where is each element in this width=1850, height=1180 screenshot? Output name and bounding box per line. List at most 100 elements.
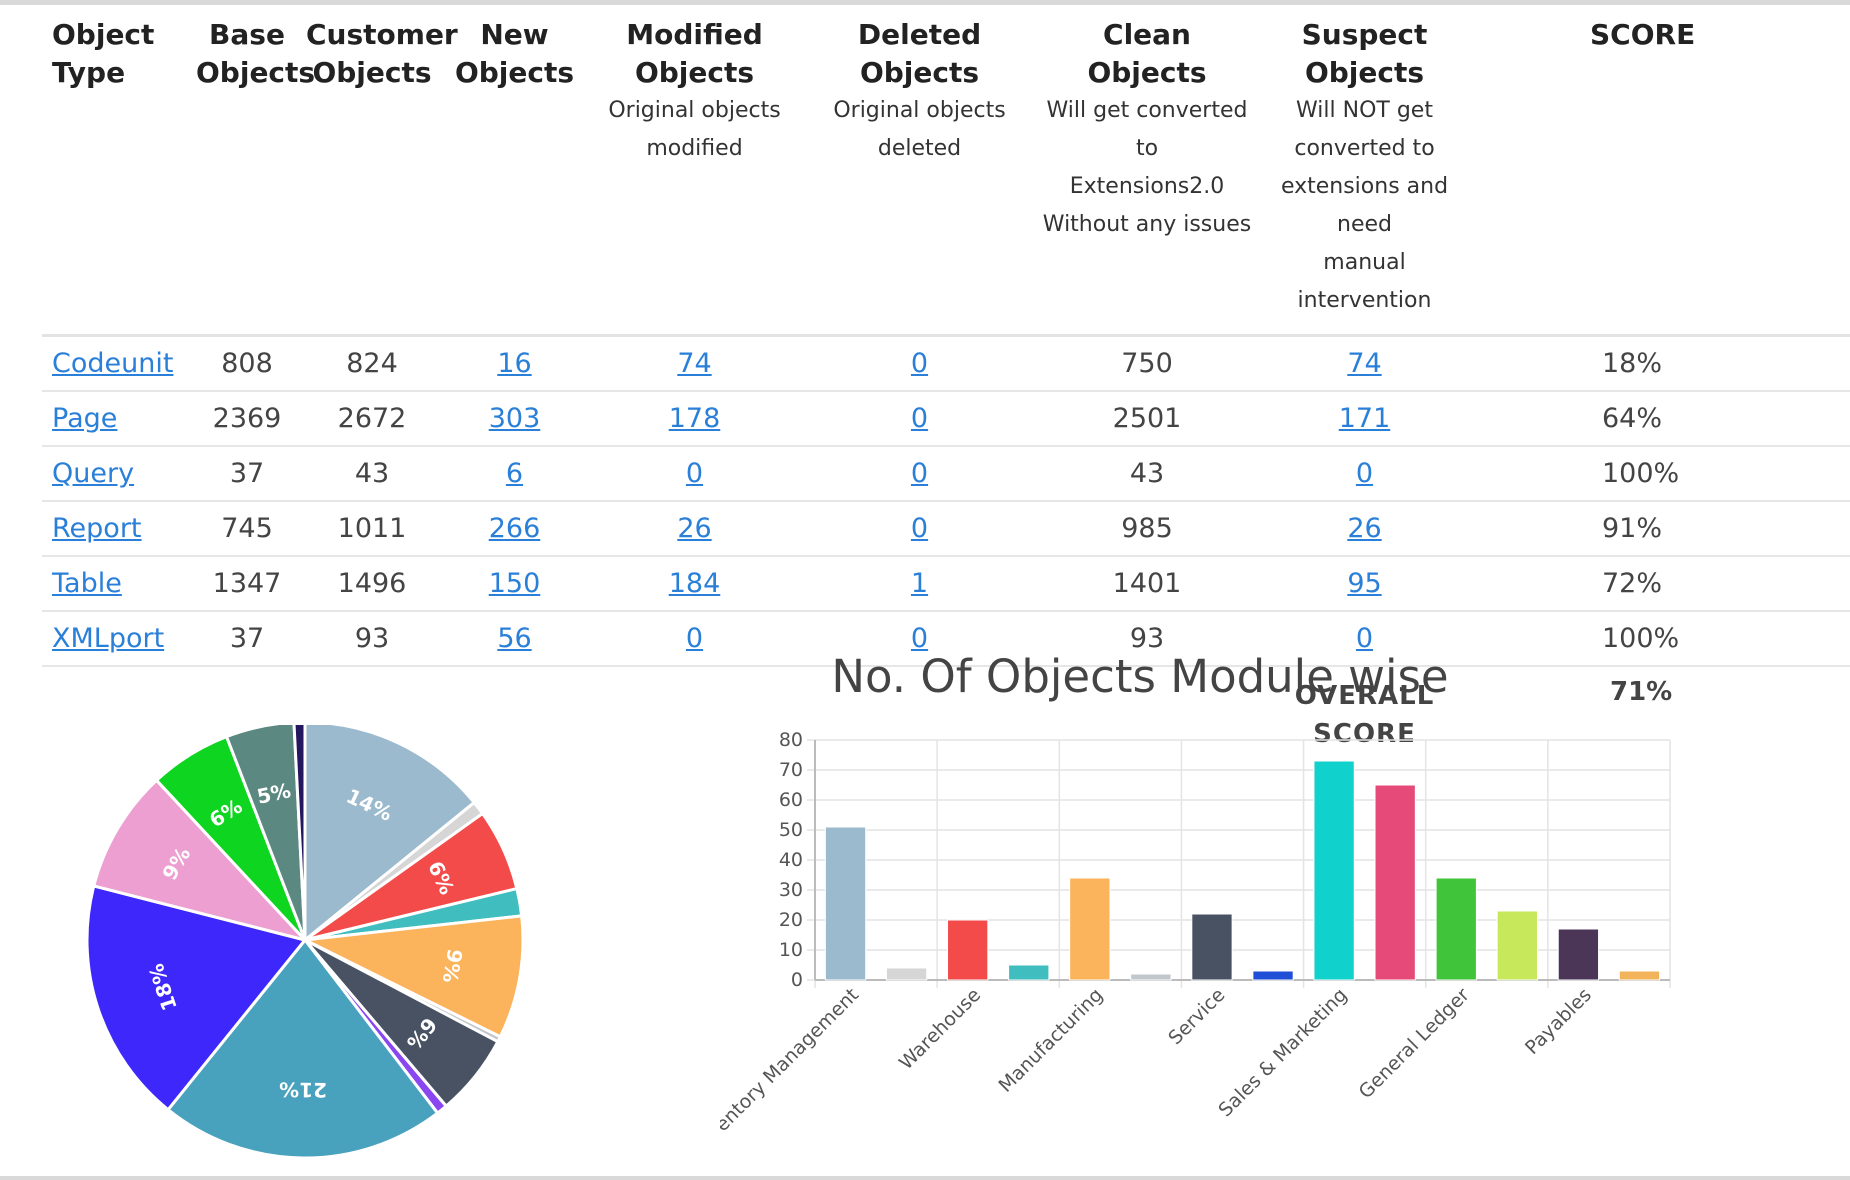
- header-object-type: Object Type: [42, 8, 192, 337]
- bar: [1252, 970, 1294, 981]
- cell-deleted: 0: [802, 446, 1037, 502]
- cell-suspect: 0: [1257, 611, 1472, 667]
- suspect-count-link[interactable]: 0: [1355, 623, 1374, 654]
- header-clean-objects: Clean Objects Will get converted to Exte…: [1037, 8, 1257, 337]
- overall-score-row: OVERALL SCORE 71%: [42, 666, 1850, 753]
- header-new-objects: New Objects: [442, 8, 587, 337]
- suspect-count-link[interactable]: 74: [1347, 348, 1382, 379]
- cell-type: Report: [42, 501, 192, 557]
- header-score: SCORE: [1472, 8, 1850, 337]
- objects-table: Object Type Base Objects Customer Object…: [42, 8, 1850, 753]
- object-type-link[interactable]: Page: [52, 403, 118, 434]
- suspect-count-link[interactable]: 0: [1355, 458, 1374, 489]
- y-tick-label: 50: [779, 819, 803, 841]
- bar: [1313, 760, 1355, 981]
- cell-base: 1347: [192, 556, 302, 612]
- object-type-link[interactable]: XMLport: [52, 623, 165, 654]
- cell-type: Codeunit: [42, 335, 192, 392]
- header-subtitle: Will get converted to: [1046, 98, 1248, 161]
- deleted-count-link[interactable]: 0: [910, 513, 929, 544]
- bottom-border: [0, 1176, 1850, 1180]
- cell-base: 37: [192, 446, 302, 502]
- new-count-link[interactable]: 16: [497, 348, 532, 379]
- header-customer-objects: Customer Objects: [302, 8, 458, 337]
- suspect-count-link[interactable]: 26: [1347, 513, 1382, 544]
- x-category-label: Inventory Management: [720, 984, 863, 1157]
- modified-count-link[interactable]: 0: [685, 458, 704, 489]
- cell-score: 100%: [1472, 446, 1850, 502]
- pie-slice: [292, 725, 307, 941]
- cell-base: 808: [192, 335, 302, 392]
- modified-count-link[interactable]: 0: [685, 623, 704, 654]
- x-category-label: Payables: [1521, 984, 1596, 1059]
- cell-score: 72%: [1472, 556, 1850, 612]
- deleted-count-link[interactable]: 0: [910, 348, 929, 379]
- table-row: XMLport 37 93 56 0 0 93 0 100%: [42, 611, 1850, 667]
- deleted-count-link[interactable]: 0: [910, 458, 929, 489]
- y-tick-label: 60: [779, 789, 803, 811]
- cell-clean: 43: [1037, 446, 1257, 502]
- modified-count-link[interactable]: 178: [668, 403, 721, 434]
- cell-score: 100%: [1472, 611, 1850, 667]
- new-count-link[interactable]: 266: [488, 513, 541, 544]
- cell-score: 18%: [1472, 335, 1850, 392]
- cell-type: Query: [42, 446, 192, 502]
- header-subtitle: deleted: [877, 136, 962, 161]
- deleted-count-link[interactable]: 1: [910, 568, 929, 599]
- new-count-link[interactable]: 303: [488, 403, 541, 434]
- deleted-count-link[interactable]: 0: [910, 623, 929, 654]
- bar-chart: 0 10 20 30 40 50 60 70 80 Inventory Management War…: [691, 720, 1680, 1164]
- header-subtitle: extensions and need: [1280, 174, 1449, 237]
- x-category-label: Sales & Marketing: [1214, 984, 1351, 1121]
- cell-deleted: 0: [802, 335, 1037, 392]
- modified-count-link[interactable]: 184: [668, 568, 721, 599]
- new-count-link[interactable]: 6: [505, 458, 524, 489]
- overall-label-line: OVERALL: [1294, 681, 1435, 711]
- cell-base: 745: [192, 501, 302, 557]
- y-tick-label: 40: [779, 849, 803, 871]
- cell-modified: 184: [587, 556, 802, 612]
- header-base-objects: Base Objects: [192, 8, 315, 337]
- object-type-link[interactable]: Query: [52, 458, 135, 489]
- cell-customer: 2672: [302, 391, 442, 447]
- object-type-link[interactable]: Codeunit: [52, 348, 174, 379]
- cell-clean: 750: [1037, 335, 1257, 392]
- suspect-count-link[interactable]: 171: [1338, 403, 1391, 434]
- cell-new: 303: [442, 391, 587, 447]
- deleted-count-link[interactable]: 0: [910, 403, 929, 434]
- x-category-label: Manufacturing: [995, 984, 1108, 1097]
- cell-suspect: 95: [1257, 556, 1472, 612]
- header-subtitle: Original objects: [608, 98, 781, 123]
- table-body: Codeunit 808 824 16 74 0 750 74 18% Page 2369 2672 3…: [42, 335, 1850, 754]
- pie-slice-label: 9%: [438, 947, 468, 985]
- cell-suspect: 171: [1257, 391, 1472, 447]
- cell-base: 37: [192, 611, 302, 667]
- cell-customer: 1011: [302, 501, 442, 557]
- cell-deleted: 0: [802, 391, 1037, 447]
- header-subtitle: Without any issues: [1042, 212, 1252, 237]
- cell-new: 56: [442, 611, 587, 667]
- pie-slice: [165, 937, 440, 1160]
- cell-modified: 0: [587, 611, 802, 667]
- modified-count-link[interactable]: 74: [677, 348, 712, 379]
- object-type-link[interactable]: Report: [52, 513, 142, 544]
- bar: [1435, 877, 1477, 981]
- cell-deleted: 1: [802, 556, 1037, 612]
- modified-count-link[interactable]: 26: [677, 513, 712, 544]
- table-row: Page 2369 2672 303 178 0 2501 171 64%: [42, 391, 1850, 447]
- object-type-link[interactable]: Table: [52, 568, 122, 599]
- suspect-count-link[interactable]: 95: [1347, 568, 1382, 599]
- cell-clean: 2501: [1037, 391, 1257, 447]
- cell-type: Page: [42, 391, 192, 447]
- pie-slice: [91, 778, 310, 943]
- new-count-link[interactable]: 56: [497, 623, 532, 654]
- bar-chart-title: No. Of Objects Module wise: [831, 650, 1449, 703]
- cell-clean: 985: [1037, 501, 1257, 557]
- bar: [1618, 970, 1661, 981]
- bar: [1069, 877, 1111, 981]
- cell-clean: 93: [1037, 611, 1257, 667]
- new-count-link[interactable]: 150: [488, 568, 541, 599]
- overall-label-line: SCORE: [1313, 719, 1416, 749]
- cell-new: 16: [442, 335, 587, 392]
- cell-type: Table: [42, 556, 192, 612]
